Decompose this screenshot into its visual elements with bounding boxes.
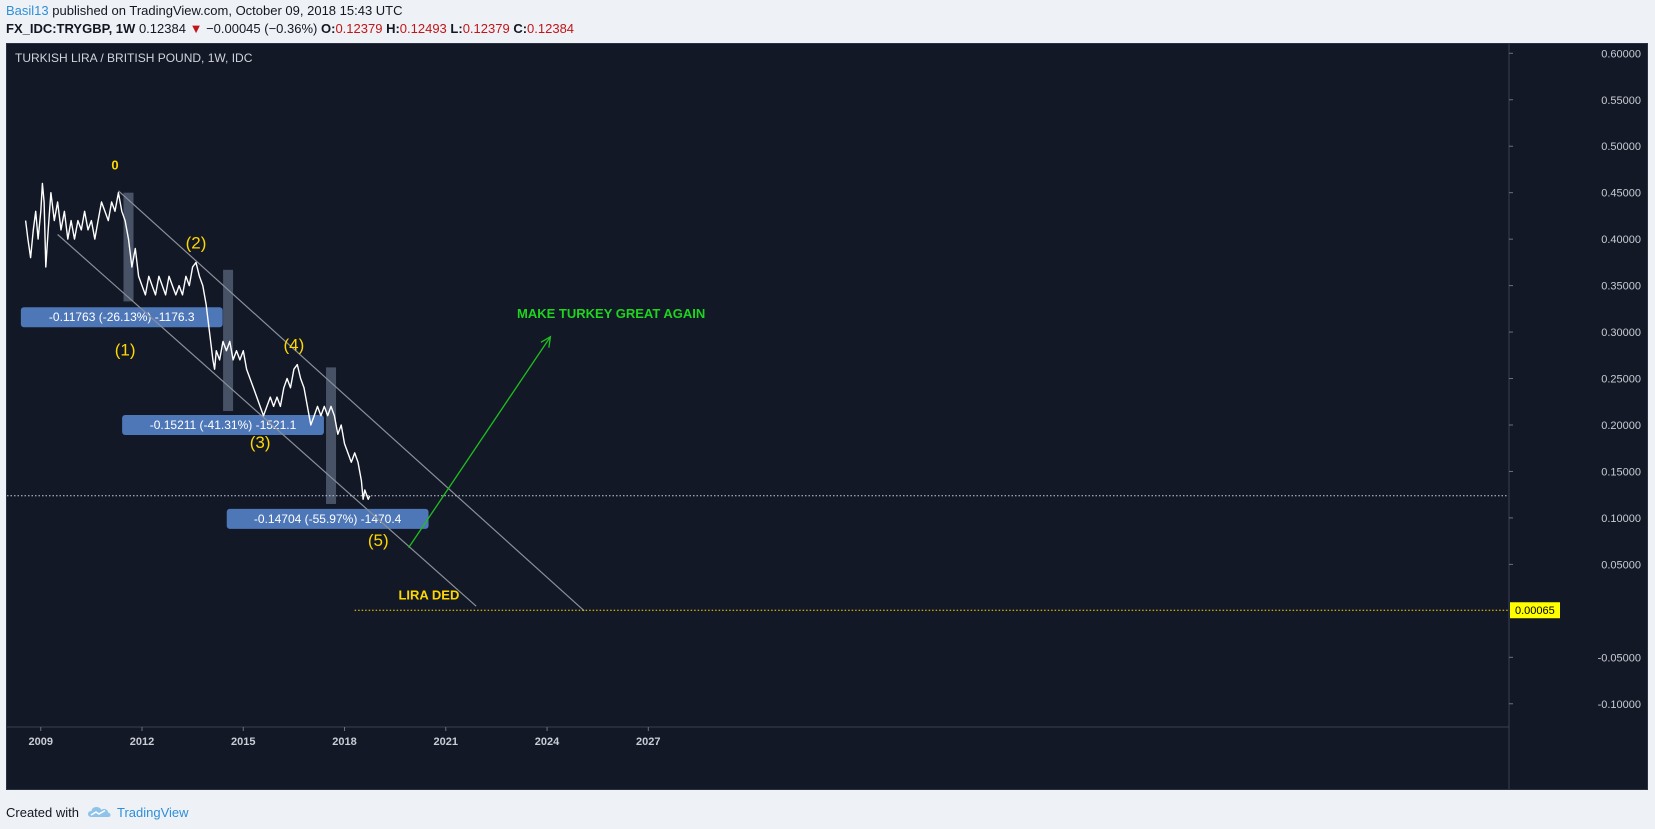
series-layer xyxy=(24,182,371,500)
arrow-line xyxy=(408,336,551,549)
y-tick-label: 0.35000 xyxy=(1601,281,1641,293)
measure-label: -0.15211 (-41.31%) -1521.1 xyxy=(150,418,297,432)
wave-label: (4) xyxy=(284,336,305,355)
x-tick-label: 2015 xyxy=(231,736,255,748)
arrow-head xyxy=(540,335,552,348)
measure-bar xyxy=(223,269,234,412)
axes-layer: 0.60000 0.55000 0.50000 0.45000 0.40000 0.350… xyxy=(7,44,1641,789)
measure-bar xyxy=(123,192,134,302)
price-chart[interactable]: -0.11763 (-26.13%) -1176.3 -0.15211 (-41.… xyxy=(7,44,1647,789)
author-link[interactable]: Basil13 xyxy=(6,3,49,18)
price-series-line xyxy=(24,182,371,500)
measure-layer: -0.11763 (-26.13%) -1176.3 -0.15211 (-41.… xyxy=(20,192,429,529)
y-tick-label: 0.55000 xyxy=(1601,95,1641,107)
x-tick-label: 2012 xyxy=(130,736,154,748)
y-tick-label: 0.20000 xyxy=(1601,420,1641,432)
channel-line xyxy=(57,234,477,607)
wave-label: (3) xyxy=(250,433,271,452)
price-tag xyxy=(1510,602,1560,619)
y-tick-label: 0.30000 xyxy=(1601,327,1641,339)
low-label: L: xyxy=(450,21,463,36)
wave-label: (1) xyxy=(115,340,136,359)
created-with-label: Created with xyxy=(6,804,79,820)
annotation-text: LIRA DED xyxy=(398,588,459,603)
publish-info: published on TradingView.com, October 09… xyxy=(48,3,403,18)
y-tick-label: 0.10000 xyxy=(1601,513,1641,525)
chart-header: Basil13 published on TradingView.com, Oc… xyxy=(6,2,1646,38)
ohlc-line: FX_IDC:TRYGBP, 1W 0.12384 ▼ −0.00045 (−0… xyxy=(6,20,1646,38)
wave-label: 0 xyxy=(111,157,118,172)
y-tick-label: 0.60000 xyxy=(1601,48,1641,60)
price-change: −0.00045 (−0.36%) xyxy=(206,21,318,36)
y-tick-label: 0.45000 xyxy=(1601,188,1641,200)
x-tick-label: 2021 xyxy=(434,736,458,748)
measure-bar xyxy=(326,367,337,504)
y-tick-label: 0.50000 xyxy=(1601,141,1641,153)
interval-label: , 1W xyxy=(108,21,136,36)
x-tick-label: 2018 xyxy=(332,736,356,748)
footer: Created with TradingView xyxy=(6,802,189,822)
y-tick-label: -0.10000 xyxy=(1598,699,1641,711)
wave-label: (5) xyxy=(368,531,389,550)
y-tick-label: 0.05000 xyxy=(1601,559,1641,571)
x-tick-label: 2009 xyxy=(29,736,53,748)
wave-label: (2) xyxy=(186,233,207,252)
down-arrow-icon: ▼ xyxy=(189,21,203,36)
high-label: H: xyxy=(386,21,400,36)
arrow-layer xyxy=(408,335,552,549)
channel-layer xyxy=(57,190,585,612)
measure-label-box xyxy=(226,508,429,529)
tradingview-link[interactable]: TradingView xyxy=(116,804,189,820)
tradingview-cloud-icon[interactable] xyxy=(87,804,111,820)
close-label: C: xyxy=(513,21,528,36)
y-tick-label: 0.40000 xyxy=(1601,234,1641,246)
last-price: 0.12384 xyxy=(138,21,186,36)
high-value: 0.12493 xyxy=(399,21,447,36)
x-tick-label: 2024 xyxy=(535,736,560,748)
x-tick-label: 2027 xyxy=(636,736,660,748)
y-tick-label: 0.25000 xyxy=(1601,374,1641,386)
price-tag-label: 0.00065 xyxy=(1515,605,1555,617)
chart-frame[interactable]: -0.11763 (-26.13%) -1176.3 -0.15211 (-41.… xyxy=(6,43,1648,790)
low-value: 0.12379 xyxy=(462,21,510,36)
symbol-label[interactable]: FX_IDC:TRYGBP xyxy=(6,21,109,36)
annotation-text: MAKE TURKEY GREAT AGAIN xyxy=(517,306,705,321)
channel-line xyxy=(117,190,585,612)
chart-title: TURKISH LIRA / BRITISH POUND, 1W, IDC xyxy=(15,51,253,65)
close-value: 0.12384 xyxy=(527,21,575,36)
annotation-text-layer: 0 (1) (2) (3) (4) (5) LIRA DED MAKE TURKEY GREA… xyxy=(111,157,705,602)
y-tick-label: 0.15000 xyxy=(1601,466,1641,478)
measure-label: -0.11763 (-26.13%) -1176.3 xyxy=(49,310,195,324)
y-tick-label: -0.05000 xyxy=(1598,652,1641,664)
measure-label-box xyxy=(20,307,223,328)
open-label: O: xyxy=(321,21,336,36)
measure-label-box xyxy=(122,414,324,435)
publish-line: Basil13 published on TradingView.com, Oc… xyxy=(6,2,1646,20)
open-value: 0.12379 xyxy=(335,21,383,36)
measure-label: -0.14704 (-55.97%) -1470.4 xyxy=(254,512,402,526)
